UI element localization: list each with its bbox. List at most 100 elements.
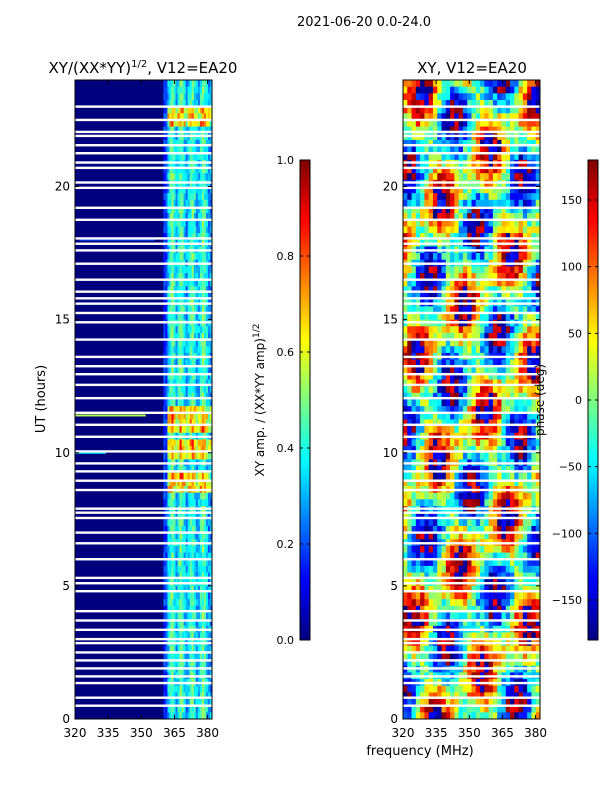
amplitude-cell xyxy=(195,266,199,274)
phase-cell xyxy=(454,446,459,454)
phase-cell xyxy=(501,326,507,334)
amplitude-cell xyxy=(181,619,184,627)
phase-cell xyxy=(462,326,468,334)
phase-cell xyxy=(407,419,412,427)
amplitude-cell xyxy=(171,565,174,573)
amplitude-cell xyxy=(173,166,176,174)
amplitude-cell xyxy=(165,306,168,314)
phase-cell xyxy=(424,279,429,287)
amplitude-cell xyxy=(173,492,176,500)
phase-cell xyxy=(522,519,528,527)
phase-cell xyxy=(428,80,434,87)
phase-cell xyxy=(462,80,468,87)
phase-cell xyxy=(450,372,455,380)
amplitude-cell xyxy=(201,692,205,700)
phase-cell xyxy=(488,525,494,533)
amplitude-cell xyxy=(173,99,176,107)
phase-cell xyxy=(501,253,507,261)
phase-cell xyxy=(420,106,425,114)
phase-cell xyxy=(445,479,451,487)
phase-cell xyxy=(403,119,408,127)
phase-cell xyxy=(437,399,442,407)
amplitude-cell xyxy=(187,399,191,407)
phase-cell xyxy=(411,119,417,127)
amplitude-cell xyxy=(177,612,180,620)
phase-cell xyxy=(488,146,494,154)
phase-cell xyxy=(505,452,511,460)
amplitude-cell xyxy=(183,565,186,573)
phase-cell xyxy=(531,392,537,400)
phase-cell xyxy=(531,559,537,567)
phase-cell xyxy=(510,452,515,460)
phase-cell xyxy=(522,293,528,300)
amplitude-cell xyxy=(183,632,186,640)
amplitude-cell xyxy=(171,206,174,214)
phase-cell xyxy=(454,599,459,607)
phase-cell xyxy=(424,572,429,580)
amplitude-cell xyxy=(163,219,166,227)
amplitude-cell xyxy=(167,605,170,613)
phase-cell xyxy=(420,525,425,533)
amplitude-ytick-label: 15 xyxy=(55,313,70,327)
phase-cell xyxy=(458,379,464,387)
amplitude-cell xyxy=(167,366,170,374)
amplitude-cell xyxy=(203,399,207,407)
amplitude-cell xyxy=(163,339,166,347)
phase-cell xyxy=(424,379,429,387)
amplitude-gap xyxy=(75,396,212,400)
phase-cell xyxy=(527,512,532,520)
amplitude-cell xyxy=(181,472,184,480)
phase-cell xyxy=(428,379,434,387)
phase-cell xyxy=(437,419,442,427)
amplitude-cell xyxy=(167,266,170,274)
phase-cell xyxy=(454,326,459,334)
amplitude-cell xyxy=(191,253,195,261)
amplitude-cell xyxy=(185,605,188,613)
amplitude-cell xyxy=(165,552,168,560)
amplitude-cell xyxy=(199,359,203,367)
phase-cell xyxy=(480,199,485,207)
phase-cell xyxy=(424,519,429,527)
amplitude-cell xyxy=(203,406,207,414)
phase-cell xyxy=(475,525,481,533)
phase-cell xyxy=(492,499,498,507)
phase-cell xyxy=(514,206,519,214)
phase-cell xyxy=(522,446,528,454)
amplitude-cell xyxy=(201,699,205,706)
amplitude-gap xyxy=(75,558,212,561)
phase-cell xyxy=(441,113,447,121)
phase-cell xyxy=(492,99,498,107)
amplitude-cell xyxy=(181,532,184,540)
phase-cell xyxy=(454,332,459,340)
amplitude-cell xyxy=(183,379,186,387)
amplitude-cell xyxy=(163,226,166,234)
phase-cell xyxy=(462,219,468,227)
amplitude-cell xyxy=(179,439,182,447)
amplitude-cell xyxy=(199,412,203,420)
phase-cell xyxy=(480,153,485,161)
amplitude-cell xyxy=(209,193,213,201)
amplitude-cell xyxy=(165,619,168,627)
phase-cell xyxy=(531,512,537,520)
amplitude-cell xyxy=(203,80,207,87)
amplitude-cell xyxy=(163,173,166,181)
amplitude-cell xyxy=(199,645,203,653)
amplitude-cell xyxy=(193,279,197,287)
phase-cell xyxy=(411,286,417,294)
amplitude-cell xyxy=(163,492,166,500)
amplitude-cell xyxy=(199,499,203,507)
phase-cell xyxy=(535,559,541,567)
phase-cell xyxy=(484,312,489,320)
phase-cell xyxy=(535,199,541,207)
phase-cell xyxy=(492,86,498,94)
phase-cell xyxy=(505,306,511,314)
phase-cell xyxy=(484,419,489,427)
amplitude-cell xyxy=(199,173,203,181)
phase-cell xyxy=(514,113,519,121)
phase-cell xyxy=(522,525,528,533)
amplitude-cell xyxy=(169,366,172,374)
phase-cell xyxy=(501,379,507,387)
phase-cell xyxy=(501,113,507,121)
amplitude-cell xyxy=(173,439,176,447)
amplitude-cell xyxy=(165,525,168,533)
